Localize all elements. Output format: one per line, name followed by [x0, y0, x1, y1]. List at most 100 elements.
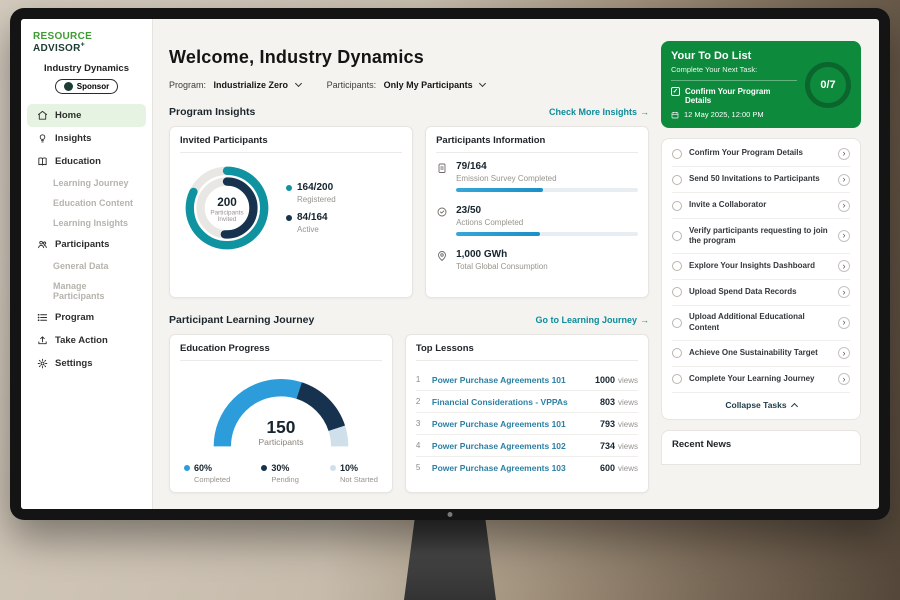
- sidebar-item-label: Take Action: [55, 335, 108, 347]
- task-checkbox[interactable]: [672, 287, 682, 298]
- task-row[interactable]: Send 50 Invitations to Participants ›: [672, 167, 850, 193]
- sidebar-item-label: Program: [55, 312, 95, 324]
- task-row[interactable]: Confirm Your Program Details ›: [672, 141, 850, 167]
- donut-center-label: Invited: [218, 216, 237, 223]
- lesson-link[interactable]: Power Purchase Agreements 103: [431, 462, 566, 473]
- lesson-views: 734 views: [600, 441, 638, 451]
- chevron-right-icon[interactable]: ›: [838, 347, 850, 360]
- due-date-label: 12 May 2025, 12:00 PM: [684, 110, 764, 119]
- task-checkbox[interactable]: [672, 230, 682, 241]
- sidebar-item-home[interactable]: Home: [27, 104, 146, 128]
- chevron-right-icon[interactable]: ›: [838, 286, 850, 299]
- donut-outer-arc: [185, 166, 269, 250]
- views-unit: views: [617, 441, 638, 451]
- program-insights-header: Program Insights Check More Insights →: [169, 106, 649, 118]
- views-unit: views: [617, 375, 638, 385]
- sidebar-item-education-content[interactable]: Education Content: [21, 193, 152, 213]
- chevron-right-icon[interactable]: ›: [838, 229, 850, 242]
- sidebar-item-program[interactable]: Program: [27, 306, 146, 329]
- next-task[interactable]: ✓ Confirm Your Program Details: [671, 80, 797, 105]
- task-checkbox[interactable]: [672, 348, 682, 359]
- lesson-link[interactable]: Power Purchase Agreements 101: [431, 374, 566, 385]
- views-unit: views: [617, 419, 638, 429]
- sidebar-item-label: Education Content: [53, 198, 133, 209]
- chevron-glyph: ›: [842, 200, 846, 210]
- collapse-tasks-button[interactable]: Collapse Tasks: [672, 393, 850, 417]
- donut-center-value: 200: [217, 196, 237, 209]
- clipboard-icon: [438, 163, 446, 173]
- filter-value: Only My Participants: [383, 80, 473, 90]
- page-title: Welcome, Industry Dynamics: [169, 47, 424, 67]
- task-row[interactable]: Verify participants requesting to join t…: [672, 219, 850, 254]
- todo-progress-value: 0/7: [820, 78, 836, 91]
- lesson-link[interactable]: Financial Considerations - VPPAs: [431, 396, 568, 407]
- legend-value: 164/200: [297, 182, 334, 193]
- info-label: Total Global Consumption: [456, 262, 548, 271]
- lesson-link[interactable]: Power Purchase Agreements 101: [431, 418, 566, 429]
- chevron-right-icon[interactable]: ›: [838, 316, 850, 329]
- check-glyph: ✓: [672, 88, 679, 95]
- upload-arrow-icon: [38, 336, 47, 345]
- todo-subtitle: Complete Your Next Task:: [671, 65, 758, 74]
- lesson-rank: 1: [415, 375, 421, 384]
- check-more-insights-link[interactable]: Check More Insights →: [549, 107, 649, 117]
- task-checkbox[interactable]: [672, 374, 682, 385]
- lesson-row: 4 Power Purchase Agreements 102 734 views: [415, 435, 638, 457]
- chevron-right-icon[interactable]: ›: [838, 199, 850, 212]
- legend-label: Registered: [297, 195, 336, 204]
- sponsor-badge[interactable]: Sponsor: [54, 79, 119, 95]
- sidebar-item-insights[interactable]: Insights: [27, 127, 146, 150]
- chevron-right-icon[interactable]: ›: [838, 173, 850, 186]
- chevron-right-icon[interactable]: ›: [838, 373, 850, 386]
- chevron-right-icon[interactable]: ›: [838, 147, 850, 160]
- legend-dot: [184, 465, 190, 471]
- card-title: Top Lessons: [415, 343, 638, 361]
- task-checkbox[interactable]: [672, 200, 682, 211]
- info-label: Emission Survey Completed: [456, 174, 557, 183]
- insights-cards-row: Invited Participants 200: [169, 126, 649, 298]
- task-row[interactable]: Upload Additional Educational Content ›: [672, 306, 850, 341]
- task-row[interactable]: Invite a Collaborator ›: [672, 193, 850, 219]
- participants-info-row: 1,000 GWh Total Global Consumption: [436, 249, 638, 276]
- lesson-link[interactable]: Power Purchase Agreements 102: [431, 440, 566, 451]
- lightbulb-icon: [39, 134, 46, 143]
- sidebar-item-participants[interactable]: Participants: [27, 233, 146, 256]
- chevron-glyph: ›: [842, 174, 846, 184]
- task-row[interactable]: Complete Your Learning Journey ›: [672, 367, 850, 393]
- sidebar-item-take-action[interactable]: Take Action: [27, 329, 146, 352]
- chevron-up-icon: [790, 402, 798, 410]
- task-checkbox[interactable]: [672, 148, 682, 159]
- task-row[interactable]: Upload Spend Data Records ›: [672, 280, 850, 306]
- sidebar-item-settings[interactable]: Settings: [27, 352, 146, 375]
- legend-label: Active: [297, 225, 319, 234]
- task-label: Complete Your Learning Journey: [689, 373, 815, 383]
- task-checkbox[interactable]: [672, 174, 682, 185]
- sidebar-item-learning-journey[interactable]: Learning Journey: [21, 173, 152, 193]
- monitor: RESOURCE ADVISOR+ Industry Dynamics Spon…: [10, 8, 890, 520]
- chevron-down-icon: [479, 79, 487, 88]
- sidebar-item-learning-insights[interactable]: Learning Insights: [21, 213, 152, 233]
- chevron-glyph: ›: [842, 230, 846, 241]
- task-checkbox[interactable]: [672, 317, 682, 328]
- views-value: 734: [599, 440, 615, 451]
- sidebar-item-education[interactable]: Education: [27, 150, 146, 173]
- filter-value: Industrialize Zero: [213, 80, 289, 90]
- chevron-right-icon[interactable]: ›: [838, 260, 850, 273]
- info-value: 1,000 GWh: [456, 249, 508, 260]
- recent-news-title: Recent News: [672, 438, 732, 450]
- collapse-label: Collapse Tasks: [725, 399, 787, 410]
- task-checkbox[interactable]: [672, 261, 682, 272]
- participants-filter[interactable]: Participants: Only My Participants: [327, 79, 487, 90]
- calendar-icon: [671, 111, 679, 118]
- info-label: Actions Completed: [456, 218, 524, 227]
- progress-track: [456, 188, 638, 192]
- participants-info-row: 79/164 Emission Survey Completed: [436, 161, 638, 192]
- task-row[interactable]: Explore Your Insights Dashboard ›: [672, 254, 850, 280]
- sidebar-item-general-data[interactable]: General Data: [21, 256, 152, 276]
- go-to-learning-journey-link[interactable]: Go to Learning Journey →: [535, 315, 649, 325]
- task-row[interactable]: Achieve One Sustainability Target ›: [672, 341, 850, 367]
- chevron-down-icon: [294, 79, 302, 88]
- legend-label: Not Started: [339, 475, 378, 484]
- sidebar-item-manage-participants[interactable]: Manage Participants: [21, 276, 152, 306]
- program-filter[interactable]: Program: Industrialize Zero: [169, 79, 302, 90]
